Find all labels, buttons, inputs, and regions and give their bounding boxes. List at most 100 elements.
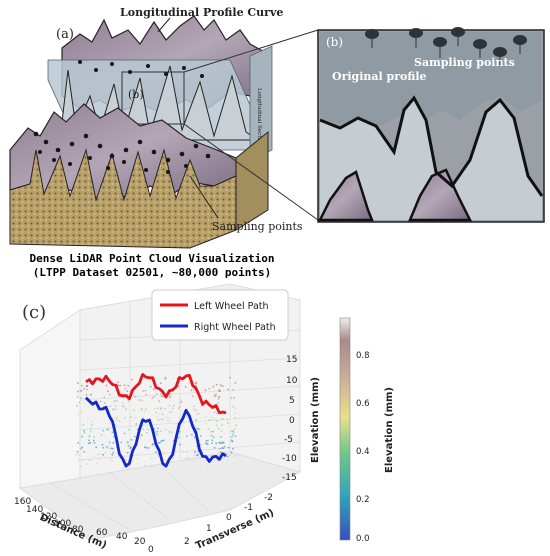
cloud-point	[83, 431, 86, 434]
cloud-point	[142, 390, 145, 392]
cloud-point	[147, 428, 150, 431]
cloud-point	[115, 405, 117, 407]
y-tick: 1	[206, 524, 212, 534]
cloud-point	[196, 427, 198, 430]
panel-b-rock-top	[320, 32, 542, 126]
cloud-point	[144, 446, 146, 449]
cloud-point	[168, 404, 171, 407]
cloud-point	[217, 396, 220, 398]
cloud-point	[164, 428, 167, 431]
cloud-point	[144, 408, 147, 410]
cloud-point	[158, 441, 160, 444]
cloud-point	[205, 439, 208, 442]
cloud-point	[145, 447, 148, 449]
cloud-point	[164, 416, 167, 419]
cloud-point	[187, 457, 190, 460]
sampling-label-b: Sampling points	[414, 56, 515, 69]
cloud-point	[193, 436, 196, 439]
cloud-point	[144, 410, 146, 413]
cloud-point	[77, 453, 80, 456]
cloud-point	[198, 412, 201, 415]
chart-title-line1: Dense LiDAR Point Cloud Visualization	[29, 252, 274, 265]
cloud-point	[126, 451, 129, 454]
sampling-pointer-a	[189, 175, 219, 219]
cloud-point	[125, 408, 127, 411]
sampling-dots-a	[33, 60, 211, 174]
x-tick: 60	[96, 528, 108, 538]
cloud-point	[178, 407, 180, 409]
cloud-point	[206, 443, 209, 445]
cloud-point	[79, 447, 81, 450]
cloud-point	[160, 430, 162, 432]
legend: Left Wheel Path Right Wheel Path	[151, 289, 289, 341]
cloud-point	[146, 431, 149, 434]
cloud-point	[138, 399, 141, 401]
cloud-point	[89, 441, 92, 444]
cloud-point	[159, 407, 162, 410]
cloud-point	[115, 417, 118, 419]
cloud-point	[223, 445, 226, 448]
cloud-point	[226, 418, 228, 421]
cloud-point	[111, 431, 114, 434]
cloud-point	[156, 430, 159, 433]
x-tick: 40	[116, 532, 128, 542]
z-tick: 10	[286, 376, 298, 386]
zoom-connector-top	[183, 29, 319, 73]
cloud-point	[103, 396, 106, 399]
cloud-point	[77, 413, 80, 416]
colorbar-tick: 0.4	[356, 447, 370, 457]
cloud-point	[112, 441, 115, 444]
cloud-point	[110, 459, 113, 462]
cloud-point	[83, 451, 86, 453]
wheel-path-line-1	[84, 396, 227, 468]
panel-b-rock-bottom-left	[317, 170, 374, 222]
cloud-point	[122, 466, 124, 469]
cloud-point	[136, 457, 139, 460]
cloud-point	[186, 407, 189, 410]
cloud-point	[106, 446, 108, 448]
x-tick: 20	[134, 537, 146, 547]
cloud-point	[153, 407, 156, 410]
cloud-point	[168, 420, 171, 423]
cloud-point	[102, 446, 105, 449]
cloud-point	[93, 436, 95, 438]
cloud-point	[124, 388, 127, 390]
cloud-point	[90, 459, 92, 462]
cloud-point	[184, 386, 187, 388]
cloud-point	[109, 405, 112, 407]
cloud-point	[150, 457, 153, 460]
cloud-point	[104, 451, 107, 454]
cloud-point	[134, 416, 137, 419]
cloud-point	[231, 440, 234, 443]
cloud-point	[219, 384, 222, 387]
cloud-point	[102, 429, 105, 432]
cloud-point	[163, 452, 165, 455]
cloud-point	[212, 430, 214, 433]
point-cloud	[75, 376, 237, 469]
cloud-point	[215, 442, 218, 445]
cloud-point	[111, 408, 114, 411]
cloud-point	[217, 447, 220, 450]
cloud-point	[232, 405, 235, 408]
z-tick: 0	[289, 416, 295, 426]
cloud-point	[212, 417, 215, 419]
cloud-point	[143, 464, 146, 467]
cloud-point	[102, 453, 104, 456]
cloud-point	[190, 433, 193, 436]
colorbar-tick: 0.8	[356, 351, 370, 361]
cloud-point	[190, 389, 193, 392]
cloud-point	[217, 451, 219, 453]
cloud-point	[80, 465, 82, 468]
cloud-point	[172, 404, 175, 407]
cloud-point	[193, 454, 196, 457]
cloud-point	[91, 424, 93, 426]
cloud-point	[159, 382, 162, 385]
cloud-point	[117, 381, 119, 384]
cloud-point	[213, 411, 216, 414]
curve-label: Longitudinal Profile Curve	[120, 6, 283, 19]
cloud-point	[234, 435, 237, 438]
cloud-point	[112, 454, 114, 457]
cloud-point	[193, 408, 195, 411]
cloud-point	[209, 416, 212, 419]
cloud-point	[177, 385, 180, 388]
